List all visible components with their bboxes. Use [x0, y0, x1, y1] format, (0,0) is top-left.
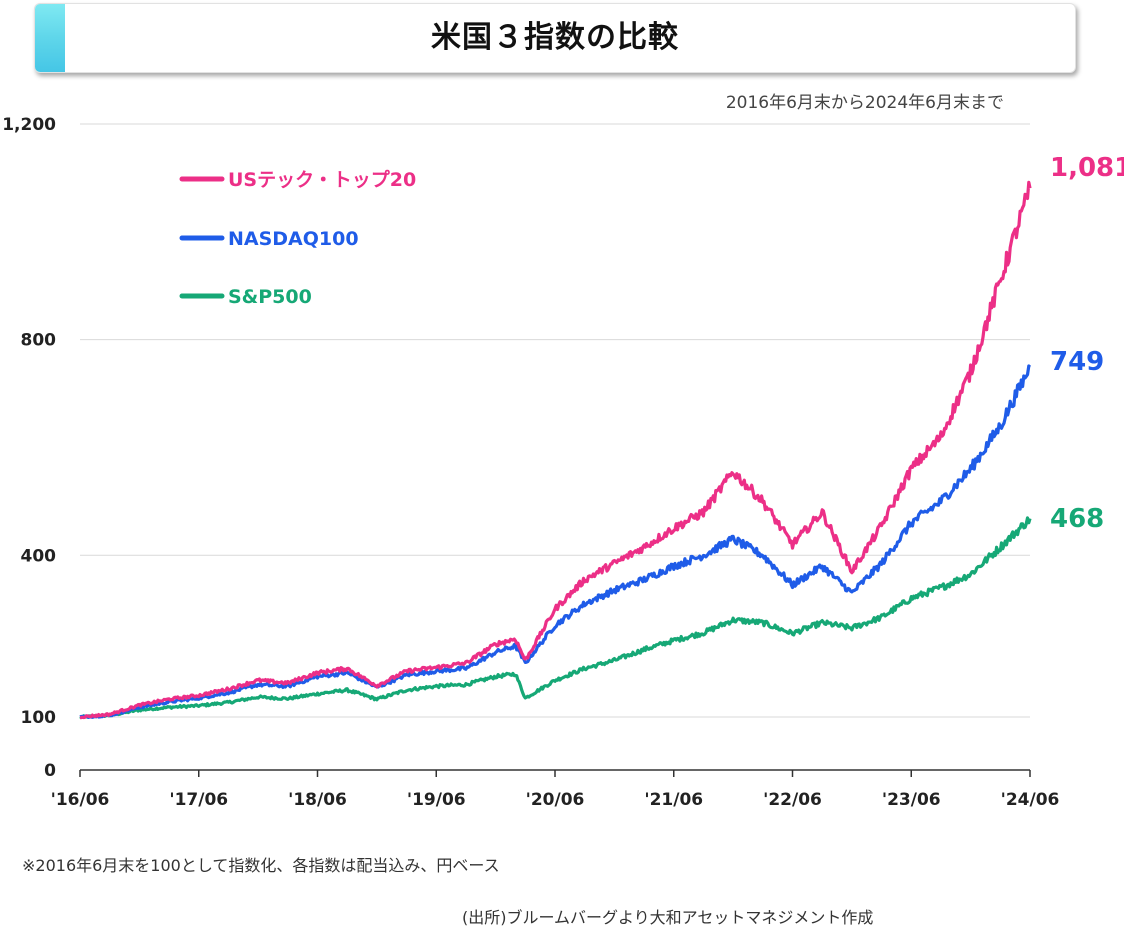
series-line-0: [79, 180, 1032, 720]
legend-label-0: USテック・トップ20: [228, 168, 416, 191]
x-tick-label: '16/06: [51, 790, 110, 810]
source-note: (出所)ブルームバーグより大和アセットマネジメント作成: [462, 908, 874, 927]
x-tick-label: '24/06: [1001, 790, 1060, 810]
chart-subtitle: 2016年6月末から2024年6月末まで: [725, 93, 1004, 113]
end-value-label-1: 749: [1050, 347, 1104, 377]
chart-title: 米国３指数の比較: [431, 20, 679, 55]
y-tick-label: 100: [21, 708, 57, 728]
x-tick-label: '23/06: [882, 790, 941, 810]
x-tick-label: '17/06: [169, 790, 228, 810]
series-line-1: [79, 364, 1032, 719]
x-tick-label: '22/06: [763, 790, 822, 810]
footnote: ※2016年6月末を100として指数化、各指数は配当込み、円ベース: [22, 856, 500, 875]
end-value-label-0: 1,081: [1050, 153, 1124, 183]
x-tick-label: '20/06: [526, 790, 585, 810]
legend-label-2: S&P500: [228, 286, 312, 308]
x-tick-label: '19/06: [407, 790, 466, 810]
y-tick-label: 400: [21, 546, 57, 566]
end-value-label-2: 468: [1050, 504, 1104, 534]
x-tick-label: '18/06: [288, 790, 347, 810]
title-accent-bar: [35, 4, 65, 72]
y-tick-label: 800: [21, 331, 57, 351]
y-tick-label: 0: [44, 761, 56, 781]
series-line-2: [79, 516, 1032, 719]
legend-label-1: NASDAQ100: [228, 228, 359, 250]
x-tick-label: '21/06: [644, 790, 703, 810]
title-box: 米国３指数の比較: [34, 3, 1076, 73]
y-tick-label: 1,200: [2, 115, 56, 135]
